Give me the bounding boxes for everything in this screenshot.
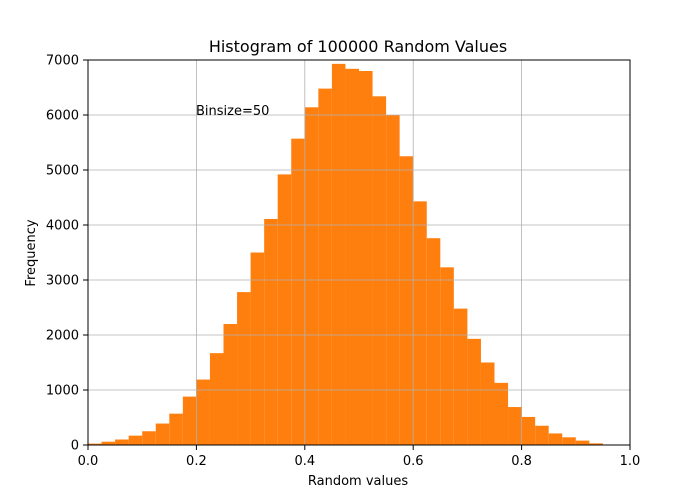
histogram-bar: [318, 88, 332, 445]
y-tick-label: 5000: [46, 164, 79, 179]
histogram-bar: [535, 425, 549, 445]
y-tick-label: 0: [71, 439, 79, 454]
histogram-bar: [345, 68, 359, 446]
x-tick-label: 0.2: [186, 454, 207, 469]
histogram-bar: [562, 437, 576, 445]
histogram-bar: [548, 433, 563, 445]
y-tick-label: 3000: [46, 274, 79, 289]
binsize-annotation: Binsize=50: [196, 104, 269, 119]
histogram-bar: [426, 238, 441, 445]
histogram-bar: [291, 138, 305, 445]
histogram-bar: [196, 379, 210, 445]
x-axis-title: Random values: [308, 474, 408, 489]
histogram-bar: [264, 218, 278, 445]
histogram-bar: [169, 413, 183, 445]
y-tick-label: 7000: [46, 54, 79, 69]
x-tick-label: 0.4: [294, 454, 315, 469]
x-tick-label: 1.0: [620, 454, 641, 469]
histogram-bar: [101, 441, 116, 445]
histogram-bar: [128, 435, 143, 445]
bars-layer: [88, 63, 603, 446]
histogram-bar: [331, 63, 346, 445]
y-tick-label: 4000: [46, 219, 79, 234]
histogram-bar: [155, 423, 170, 445]
histogram-bar: [372, 96, 387, 446]
histogram-bar: [237, 292, 251, 445]
histogram-bar: [521, 416, 536, 445]
histogram-bar: [88, 443, 102, 445]
histogram-bar: [142, 431, 156, 445]
histogram-bar: [115, 439, 129, 445]
histogram-bar: [467, 338, 481, 445]
histogram-bar: [250, 252, 265, 445]
y-tick-label: 1000: [46, 384, 79, 399]
histogram-bar: [440, 267, 454, 445]
histogram-bar: [413, 201, 427, 445]
y-tick-label: 6000: [46, 109, 79, 124]
histogram-bar: [209, 353, 224, 445]
histogram-bar: [453, 308, 468, 445]
y-tick-label: 2000: [46, 329, 79, 344]
histogram-bar: [575, 440, 590, 445]
histogram-bar: [304, 107, 319, 446]
histogram-bar: [359, 71, 373, 445]
histogram-bar: [494, 382, 509, 445]
histogram-bar: [399, 156, 414, 445]
histogram-bar: [508, 407, 522, 445]
histogram-bar: [223, 324, 238, 445]
histogram-bar: [480, 362, 495, 445]
histogram-bar: [589, 443, 603, 445]
x-tick-label: 0.0: [78, 454, 99, 469]
histogram-bar: [277, 174, 292, 445]
x-tick-label: 0.8: [511, 454, 532, 469]
histogram-bar: [182, 396, 197, 445]
plot-frame: [87, 59, 631, 446]
axes-layer: [87, 59, 631, 446]
y-axis-title: Frequency: [24, 219, 39, 286]
chart-title: Histogram of 100000 Random Values: [209, 37, 507, 56]
ticks-layer: 0.0 0.2 0.4 0.6 0.8 1.0 0 1000 2000 3000 4000 5000 6…: [46, 54, 640, 470]
x-tick-label: 0.6: [403, 454, 424, 469]
